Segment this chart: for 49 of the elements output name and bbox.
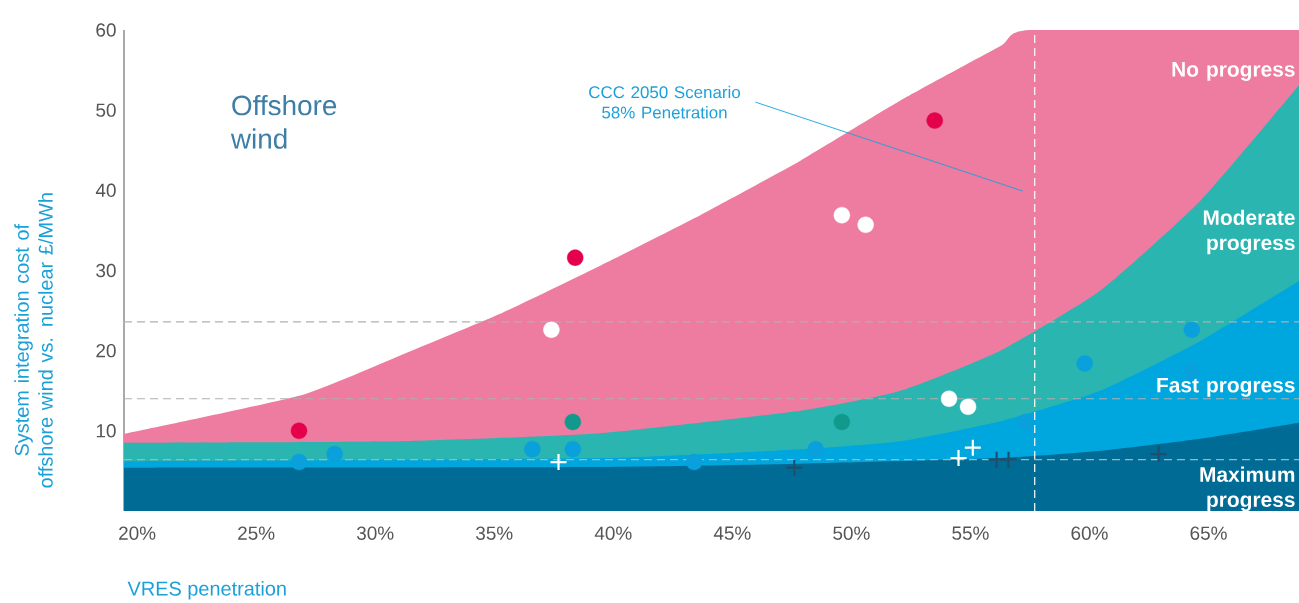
y-tick-label: 40: [95, 183, 116, 198]
x-tick-label: 30%: [356, 526, 394, 540]
x-tick-label: 50%: [833, 526, 870, 540]
point: [785, 458, 804, 477]
y-axis-title: System integration cost of offshore wind vs. nuclear £/MWh: [14, 193, 53, 488]
point: [857, 216, 874, 234]
point: [1076, 355, 1093, 372]
series-label: Fast progress: [1157, 377, 1295, 397]
point: [949, 449, 968, 468]
y-tick-label: 30: [96, 263, 116, 278]
x-tick-label: 20%: [119, 526, 156, 540]
point: [999, 450, 1018, 469]
annotation: CCC 2050 Scenario 58% Penetration: [589, 85, 740, 119]
point: [549, 453, 568, 472]
point: [326, 445, 343, 463]
point: [290, 422, 308, 440]
x-tick-label: 65%: [1190, 526, 1227, 540]
point: [564, 413, 582, 431]
x-tick-label: 25%: [238, 526, 275, 540]
point: [1017, 413, 1034, 431]
point: [807, 441, 824, 458]
series-label: Moderate progress: [1203, 209, 1295, 255]
point: [940, 390, 958, 407]
y-tick-label: 60: [96, 23, 116, 37]
point: [833, 413, 851, 431]
x-axis-title: VRES penetration: [127, 581, 286, 600]
series-label: Maximum progress: [1200, 466, 1295, 512]
point: [963, 438, 982, 457]
point: [1183, 321, 1201, 339]
point: [959, 398, 977, 415]
point: [524, 441, 541, 458]
point: [564, 441, 582, 458]
point: [566, 249, 584, 266]
y-tick-label: 10: [96, 424, 116, 438]
x-tick-label: 40%: [594, 526, 632, 540]
text: Offshore wind: [230, 94, 337, 149]
point: [926, 112, 943, 129]
point: [543, 321, 560, 339]
x-tick-label: 55%: [952, 526, 989, 540]
x-tick-label: 35%: [476, 526, 513, 540]
x-tick-label: 60%: [1071, 526, 1108, 540]
y-tick-label: 20: [96, 343, 116, 358]
point: [686, 453, 703, 471]
x-tick-label: 45%: [713, 526, 751, 540]
series-label: No progress: [1172, 62, 1295, 81]
point: [290, 453, 308, 471]
y-tick-label: 50: [96, 103, 116, 117]
point: [833, 207, 851, 224]
point: [1149, 444, 1168, 464]
